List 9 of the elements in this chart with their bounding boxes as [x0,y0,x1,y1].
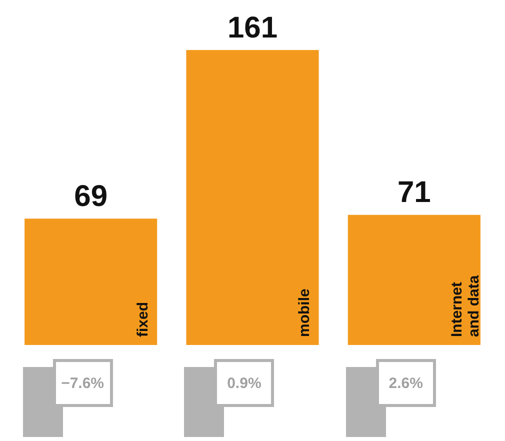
data-label: 161 [227,11,278,44]
data-label: 69 [74,180,108,213]
text: 0.9% [214,359,274,407]
data-label: 71 [397,176,431,210]
x-tick-label: fixed [134,302,152,337]
x-tick-label: mobile [296,288,313,337]
text: −7.6% [52,359,113,407]
text: 2.6% [376,359,436,407]
x-tick-label: Internet and data [448,274,483,337]
